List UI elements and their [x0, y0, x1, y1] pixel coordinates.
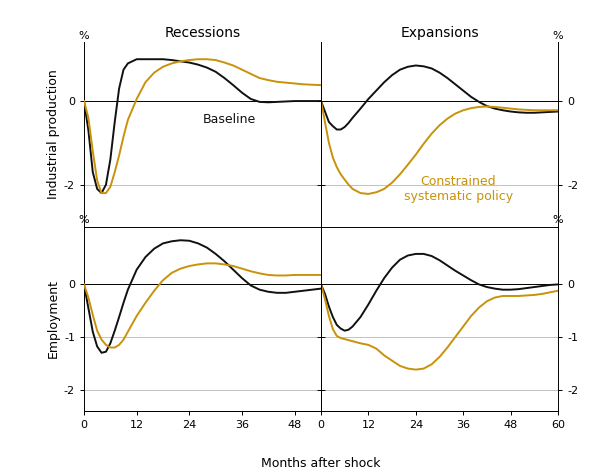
- Title: Recessions: Recessions: [164, 26, 241, 40]
- Title: Expansions: Expansions: [400, 26, 479, 40]
- Text: Months after shock: Months after shock: [261, 457, 381, 470]
- Text: %: %: [79, 215, 89, 225]
- Text: Constrained
systematic policy: Constrained systematic policy: [404, 175, 513, 203]
- Text: %: %: [553, 215, 563, 225]
- Y-axis label: Employment: Employment: [47, 279, 59, 358]
- Text: %: %: [553, 31, 563, 41]
- Text: %: %: [79, 31, 89, 41]
- Y-axis label: Industrial production: Industrial production: [47, 70, 59, 199]
- Text: Baseline: Baseline: [203, 113, 256, 126]
